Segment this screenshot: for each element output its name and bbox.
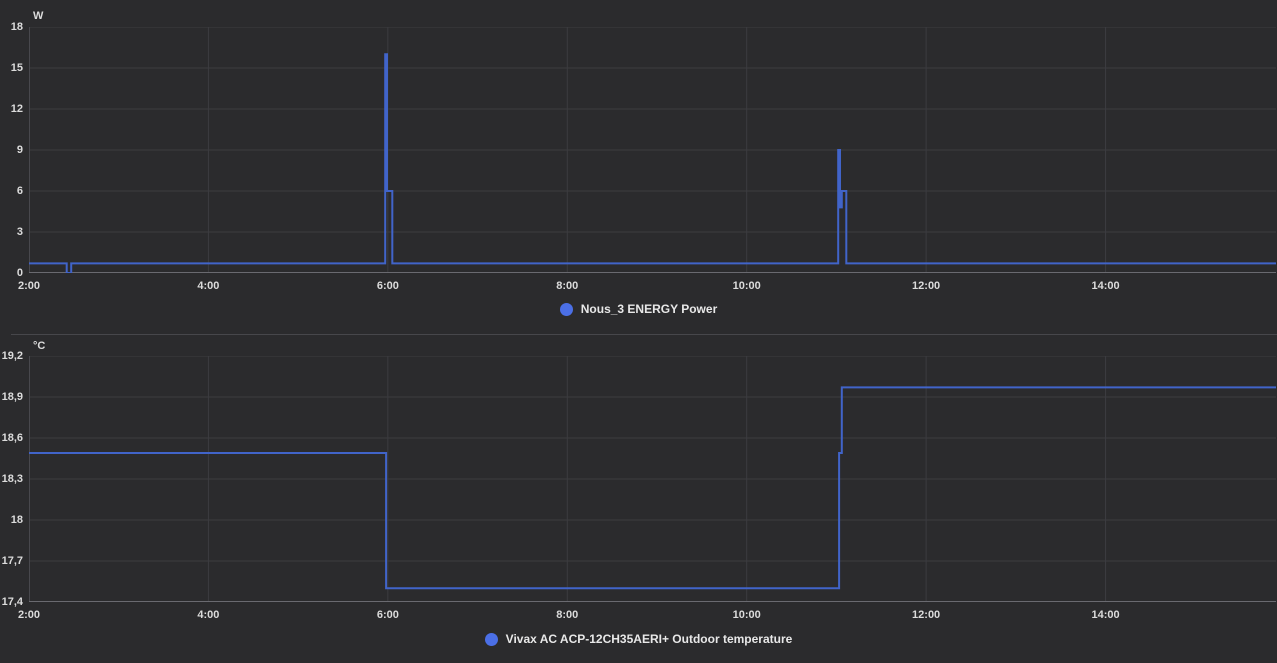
y-tick-label: 18,6 xyxy=(1,432,23,444)
y-axis-unit: °C xyxy=(33,340,46,352)
legend-label: Nous_3 ENERGY Power xyxy=(580,302,718,316)
y-tick-label: 9 xyxy=(16,144,23,156)
y-tick-label: 0 xyxy=(16,267,23,279)
x-tick-label: 2:00 xyxy=(17,280,41,292)
x-tick-label: 12:00 xyxy=(912,280,941,292)
legend-item-temperature[interactable]: Vivax AC ACP-12CH35AERI+ Outdoor tempera… xyxy=(0,632,1277,646)
y-tick-label: 19,2 xyxy=(1,350,23,362)
x-tick-label: 8:00 xyxy=(556,609,579,621)
chart-divider xyxy=(11,334,1277,335)
series-line xyxy=(29,53,1276,273)
x-tick-label: 12:00 xyxy=(912,609,941,621)
y-axis-unit: W xyxy=(33,10,44,22)
power-series-svg xyxy=(29,27,1276,273)
x-tick-label: 4:00 xyxy=(197,609,220,621)
x-tick-label: 4:00 xyxy=(197,280,220,292)
plot-area[interactable]: 17,4 17,7 18 18,3 18,6 18,9 19,2 2:00 4:00 6:00 8:… xyxy=(2,350,1276,621)
plot-area[interactable]: 0 3 6 9 12 15 18 2:00 4:00 6:00 8:00 10:00 12:00 14:0… xyxy=(11,21,1276,292)
y-tick-label: 18,3 xyxy=(1,473,23,485)
x-tick-label: 10:00 xyxy=(732,280,761,292)
x-tick-label: 6:00 xyxy=(376,609,399,621)
y-tick-label: 18 xyxy=(10,21,23,33)
legend-dot-icon xyxy=(559,302,573,316)
y-tick-label: 3 xyxy=(16,226,23,238)
series-line xyxy=(29,386,1276,590)
x-tick-label: 14:00 xyxy=(1091,280,1120,292)
y-tick-label: 17,7 xyxy=(1,555,23,567)
x-tick-label: 6:00 xyxy=(376,280,399,292)
y-tick-label: 18 xyxy=(10,514,23,526)
temperature-history-chart: °C 17,4 17,7 18 18,3 18,6 18,9 19,2 2:00 4:00 6:0… xyxy=(0,337,1277,663)
x-tick-label: 14:00 xyxy=(1091,609,1120,621)
y-tick-label: 12 xyxy=(10,103,23,115)
y-tick-label: 15 xyxy=(10,62,23,74)
legend-dot-icon xyxy=(484,632,498,646)
power-history-chart: W 0 3 6 9 12 15 18 2:00 4:00 6:00 8:00 10:00 12:00 14… xyxy=(0,10,1277,316)
legend-item-power[interactable]: Nous_3 ENERGY Power xyxy=(0,302,1277,316)
legend-label: Vivax AC ACP-12CH35AERI+ Outdoor tempera… xyxy=(505,632,793,646)
x-tick-label: 10:00 xyxy=(732,609,761,621)
y-tick-label: 6 xyxy=(16,185,23,197)
temperature-series-svg xyxy=(29,356,1276,602)
y-tick-label: 18,9 xyxy=(1,391,23,403)
x-tick-label: 2:00 xyxy=(17,609,41,621)
x-tick-label: 8:00 xyxy=(556,280,579,292)
y-tick-label: 17,4 xyxy=(1,596,23,608)
